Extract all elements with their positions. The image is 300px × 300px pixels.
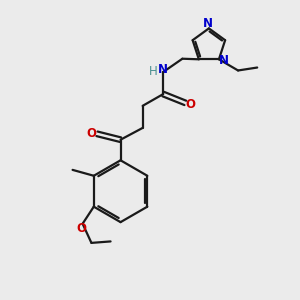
Text: O: O	[76, 222, 86, 235]
Text: O: O	[186, 98, 196, 111]
Text: N: N	[203, 17, 213, 30]
Text: N: N	[158, 62, 168, 76]
Text: H: H	[148, 65, 157, 79]
Text: O: O	[87, 127, 97, 140]
Text: N: N	[219, 54, 229, 67]
